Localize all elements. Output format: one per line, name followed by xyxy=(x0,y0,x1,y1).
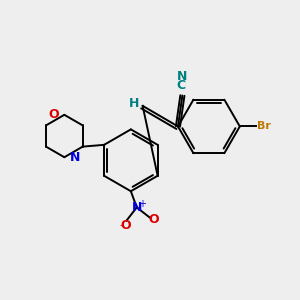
Text: O: O xyxy=(48,108,59,121)
Text: N: N xyxy=(177,70,188,83)
Text: O: O xyxy=(148,213,159,226)
Text: +: + xyxy=(138,200,146,209)
Text: N: N xyxy=(70,151,80,164)
Text: Br: Br xyxy=(257,122,271,131)
Text: N: N xyxy=(132,201,142,214)
Text: -: - xyxy=(119,219,123,232)
Text: O: O xyxy=(121,219,131,232)
Text: H: H xyxy=(129,97,140,110)
Text: C: C xyxy=(176,79,185,92)
